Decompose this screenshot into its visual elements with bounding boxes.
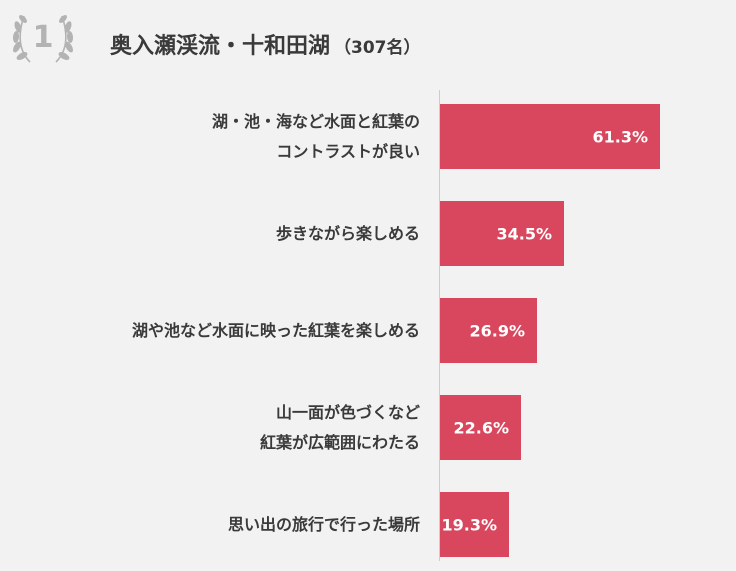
respondent-count: （307名） bbox=[334, 38, 421, 58]
chart-header: 1 奥入瀬渓流・十和田湖 （307名） bbox=[0, 0, 736, 80]
category-label: 思い出の旅行で行った場所 bbox=[228, 510, 420, 540]
bar-value-label: 61.3% bbox=[592, 128, 648, 147]
rank-badge: 1 bbox=[8, 12, 78, 68]
bar-value-label: 26.9% bbox=[469, 322, 525, 341]
category-label-line: 思い出の旅行で行った場所 bbox=[227, 514, 420, 534]
title-text: 奥入瀬渓流・十和田湖 bbox=[110, 34, 331, 59]
bar bbox=[440, 395, 521, 460]
category-label-line: 歩きながら楽しめる bbox=[275, 223, 420, 243]
category-label-line: 紅葉が広範囲にわたる bbox=[259, 432, 420, 452]
category-label: 湖や池など水面に映った紅葉を楽しめる bbox=[132, 316, 420, 346]
laurel-wreath-icon bbox=[12, 15, 74, 63]
bar-value-label: 22.6% bbox=[453, 419, 509, 438]
category-label-line: 湖・池・海など水面と紅葉の bbox=[211, 111, 420, 131]
category-label-line: コントラストが良い bbox=[276, 141, 420, 161]
bar-chart: 61.3% 34.5% 26.9% 22.6% 19.3% 湖・池・海など水面と紅葉のコン… bbox=[0, 80, 736, 571]
page-title: 奥入瀬渓流・十和田湖 （307名） bbox=[110, 28, 421, 60]
category-label-line: 山一面が色づくなど bbox=[275, 402, 420, 422]
category-label: 山一面が色づくなど紅葉が広範囲にわたる bbox=[260, 398, 420, 458]
bar bbox=[440, 492, 509, 557]
bar bbox=[440, 201, 564, 266]
bar-value-label: 19.3% bbox=[441, 516, 497, 535]
bar bbox=[440, 104, 660, 169]
bar bbox=[440, 298, 537, 363]
category-label: 湖・池・海など水面と紅葉のコントラストが良い bbox=[212, 107, 420, 167]
chart-svg: 61.3% 34.5% 26.9% 22.6% 19.3% bbox=[439, 90, 660, 561]
category-label: 歩きながら楽しめる bbox=[276, 219, 420, 249]
category-label-line: 湖や池など水面に映った紅葉を楽しめる bbox=[131, 320, 420, 340]
rank-number: 1 bbox=[32, 20, 54, 55]
bar-value-label: 34.5% bbox=[496, 225, 552, 244]
